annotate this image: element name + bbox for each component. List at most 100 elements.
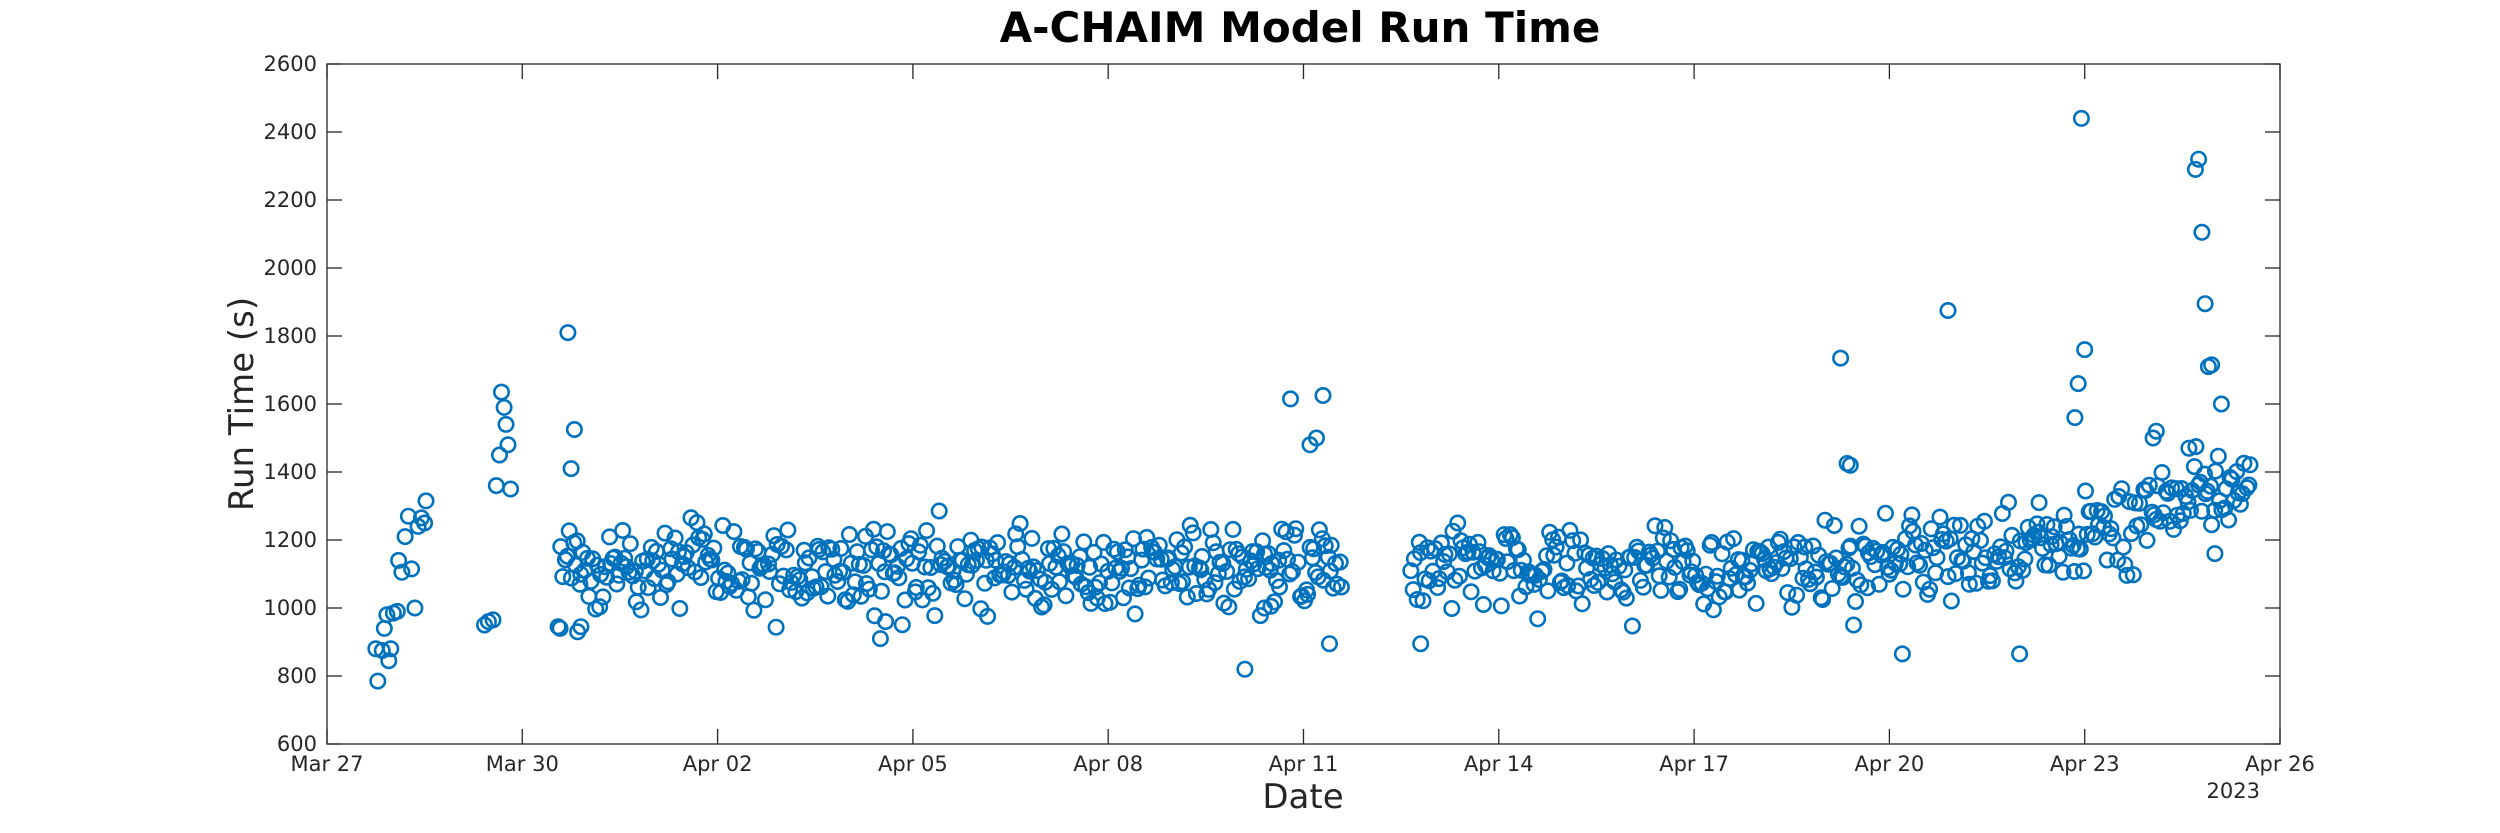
data-point — [1028, 561, 1046, 579]
data-point — [1708, 567, 1726, 585]
data-point — [1868, 542, 1886, 560]
data-point — [1759, 538, 1777, 556]
data-point — [2000, 493, 2018, 511]
data-point — [2066, 562, 2084, 580]
data-point — [1947, 565, 1965, 583]
data-point — [819, 587, 837, 605]
data-point — [1835, 558, 1853, 576]
data-point — [497, 415, 515, 433]
data-point — [1322, 536, 1340, 554]
data-point — [2202, 477, 2220, 495]
data-point — [922, 558, 940, 576]
data-point — [1464, 543, 1482, 561]
data-point — [388, 602, 406, 620]
data-point — [832, 539, 850, 557]
data-point — [1967, 574, 1985, 592]
data-point — [656, 524, 674, 542]
y-tick-label: 2600 — [264, 52, 317, 76]
data-point — [1105, 540, 1123, 558]
data-point — [2054, 563, 2072, 581]
data-point — [759, 555, 777, 573]
data-point — [2077, 482, 2095, 500]
x-tick-label: Apr 17 — [1659, 752, 1729, 776]
data-point — [562, 460, 580, 478]
data-point — [2072, 109, 2090, 127]
data-point — [1057, 587, 1075, 605]
data-point — [1091, 574, 1109, 592]
data-point — [1275, 542, 1293, 560]
data-point — [1589, 573, 1607, 591]
data-point — [2113, 480, 2131, 498]
data-point — [1733, 551, 1751, 569]
data-point — [793, 589, 811, 607]
data-point — [1921, 580, 1939, 598]
x-tick-label: Mar 27 — [290, 752, 363, 776]
data-point — [1240, 570, 1258, 588]
data-point — [1017, 580, 1035, 598]
data-point — [416, 514, 434, 532]
data-point — [1305, 540, 1323, 558]
data-point — [1773, 559, 1791, 577]
data-point — [2151, 512, 2169, 530]
data-point — [1011, 514, 1029, 532]
data-point — [1021, 562, 1039, 580]
data-point — [1206, 574, 1224, 592]
data-point — [614, 521, 632, 539]
data-point — [1443, 599, 1461, 617]
data-point — [1414, 592, 1432, 610]
data-point — [2203, 356, 2221, 374]
data-point — [1634, 578, 1652, 596]
data-point — [1440, 545, 1458, 563]
data-point — [1814, 590, 1832, 608]
data-point — [551, 619, 569, 637]
data-point — [918, 522, 936, 540]
y-tick-label: 800 — [277, 664, 317, 688]
data-point — [2014, 561, 2032, 579]
data-point — [1825, 516, 1843, 534]
data-point — [791, 571, 809, 589]
data-point — [1903, 506, 1921, 524]
data-point — [1164, 560, 1182, 578]
data-point — [767, 618, 785, 636]
data-point — [1797, 560, 1815, 578]
data-point — [1816, 511, 1834, 529]
data-point — [475, 616, 493, 634]
data-point — [1138, 528, 1156, 546]
data-point — [2180, 439, 2198, 457]
data-point — [571, 575, 589, 593]
data-point — [1282, 390, 1300, 408]
data-point — [1301, 436, 1319, 454]
data-point — [1432, 534, 1450, 552]
data-point — [872, 582, 890, 600]
data-point — [1136, 578, 1154, 596]
data-point — [662, 540, 680, 558]
data-point — [1960, 575, 1978, 593]
data-point — [2187, 438, 2205, 456]
data-point — [1068, 556, 1086, 574]
data-point — [1204, 534, 1222, 552]
x-tick-label: Apr 14 — [1464, 752, 1534, 776]
data-point — [1983, 572, 2001, 590]
data-point — [2138, 531, 2156, 549]
data-point — [554, 568, 572, 586]
data-point — [1617, 589, 1635, 607]
data-point — [1545, 546, 1563, 564]
x-axis-title: Date — [1262, 777, 1343, 817]
data-point — [1894, 580, 1912, 598]
data-point — [403, 560, 421, 578]
data-point — [1462, 583, 1480, 601]
data-point — [860, 580, 878, 598]
data-point — [1951, 516, 1969, 534]
y-tick-label: 1600 — [264, 392, 317, 416]
data-point — [559, 324, 577, 342]
data-point — [2071, 540, 2089, 558]
data-point — [777, 541, 795, 559]
data-point — [1324, 579, 1342, 597]
data-point — [1299, 585, 1317, 603]
data-point — [1547, 538, 1565, 556]
data-point — [2069, 375, 2087, 393]
data-point — [1945, 516, 1963, 534]
data-point — [1847, 592, 1865, 610]
data-point — [1623, 617, 1641, 635]
